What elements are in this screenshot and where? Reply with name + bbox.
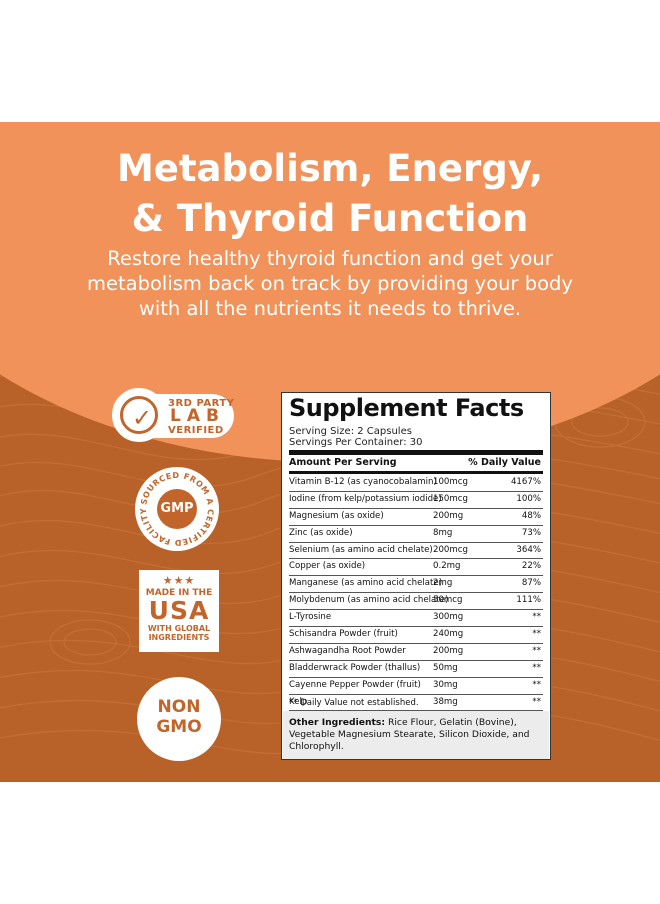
- gmo-badge-line-2: GMO: [156, 717, 202, 737]
- nutrient-daily-value: **: [532, 612, 541, 623]
- lab-badge-line-2: LAB: [170, 406, 225, 426]
- lab-badge-circle: ✓: [112, 388, 166, 442]
- lab-verified-badge: ✓ 3RD PARTY LAB VERIFIED: [112, 388, 240, 446]
- stars-icon: ★★★: [162, 574, 196, 587]
- nutrient-name: Ashwagandha Root Powder: [289, 645, 406, 656]
- servings-per-container: Servings Per Container: 30: [289, 437, 423, 448]
- nutrient-daily-value: **: [532, 679, 541, 690]
- facts-row: Bladderwrack Powder (thallus) 50mg **: [289, 661, 543, 678]
- supplement-facts-panel: Supplement Facts Serving Size: 2 Capsule…: [281, 392, 551, 760]
- nutrient-daily-value: 87%: [521, 578, 541, 589]
- usa-badge-line-3: WITH GLOBAL: [147, 624, 211, 633]
- headline-line-2: & Thyroid Function: [131, 197, 529, 240]
- nutrient-amount: 240mg: [433, 629, 464, 640]
- divider-mid: [289, 471, 543, 474]
- facts-row: Kelp 38mg **: [289, 695, 543, 712]
- nutrient-name: Vitamin B-12 (as cyanocobalamin): [289, 477, 437, 487]
- facts-row: Magnesium (as oxide) 200mg 48%: [289, 509, 543, 526]
- nutrient-name: Cayenne Pepper Powder (fruit): [289, 679, 421, 690]
- daily-value-header: % Daily Value: [468, 457, 541, 468]
- nutrient-daily-value: 364%: [516, 544, 541, 555]
- serving-info: Serving Size: 2 Capsules Servings Per Co…: [289, 426, 422, 448]
- nutrient-amount: 100mcg: [433, 477, 468, 487]
- nutrient-amount: 0.2mg: [433, 561, 461, 572]
- facts-row: Copper (as oxide) 0.2mg 22%: [289, 559, 543, 577]
- facts-row: Manganese (as amino acid chelate) 2mg 87%: [289, 576, 543, 594]
- nutrient-amount: 30mg: [433, 679, 458, 690]
- nutrient-daily-value: 100%: [516, 493, 541, 504]
- facts-row: Zinc (as oxide) 8mg 73%: [289, 526, 543, 543]
- facts-row: Vitamin B-12 (as cyanocobalamin) 100mcg 41…: [289, 475, 543, 492]
- nutrient-name: Kelp: [289, 696, 308, 707]
- nutrient-daily-value: 73%: [521, 527, 541, 538]
- gmp-core: GMP: [157, 489, 197, 529]
- nutrient-name: Selenium (as amino acid chelate): [289, 544, 433, 555]
- lab-badge-line-3: VERIFIED: [168, 425, 224, 436]
- serving-size: Serving Size: 2 Capsules: [289, 426, 412, 437]
- nutrient-amount: 200mcg: [433, 544, 468, 555]
- nutrient-amount: 150mcg: [433, 493, 468, 504]
- product-panel: Metabolism, Energy, & Thyroid Function R…: [0, 122, 660, 782]
- usa-badge-line-2: USA: [148, 596, 210, 625]
- nutrient-amount: 38mg: [433, 696, 458, 707]
- nutrient-name: Manganese (as amino acid chelate): [289, 578, 443, 589]
- other-ingredients: Other Ingredients: Rice Flour, Gelatin (…: [289, 717, 545, 753]
- usa-badge-line-4: INGREDIENTS: [148, 633, 210, 642]
- nutrient-amount: 50mg: [433, 662, 458, 673]
- nutrient-amount: 2mg: [433, 578, 453, 589]
- nutrient-daily-value: **: [532, 645, 541, 656]
- headline-line-1: Metabolism, Energy,: [116, 147, 544, 190]
- other-ingredients-box: Other Ingredients: Rice Flour, Gelatin (…: [283, 711, 549, 759]
- facts-row: Selenium (as amino acid chelate) 200mcg 36…: [289, 543, 543, 560]
- facts-row: L-Tyrosine 300mg **: [289, 610, 543, 628]
- footnote: ** Daily Value not established.: [289, 698, 419, 708]
- other-ingredients-text: Rice Flour, Gelatin (Bovine), Vegetable …: [289, 717, 530, 752]
- facts-header-row: Amount Per Serving % Daily Value: [289, 457, 543, 471]
- nutrient-name: L-Tyrosine: [289, 612, 332, 623]
- checkmark-icon: ✓: [132, 404, 153, 432]
- gmo-badge-line-1: NON: [157, 697, 201, 717]
- facts-row: Schisandra Powder (fruit) 240mg **: [289, 627, 543, 644]
- subheadline-line-2: metabolism back on track by providing yo…: [87, 272, 573, 295]
- nutrient-daily-value: 4167%: [510, 477, 541, 487]
- nutrient-name: Bladderwrack Powder (thallus): [289, 662, 421, 673]
- subheadline-line-1: Restore healthy thyroid function and get…: [107, 247, 553, 270]
- amount-header: Amount Per Serving: [289, 457, 397, 468]
- facts-rows: Vitamin B-12 (as cyanocobalamin) 100mcg 41…: [289, 475, 543, 715]
- subheadline-line-3: with all the nutrients it needs to thriv…: [138, 297, 522, 320]
- nutrient-amount: 50mcg: [433, 595, 463, 606]
- divider-thick: [289, 450, 543, 455]
- other-ingredients-label: Other Ingredients:: [289, 717, 386, 728]
- nutrient-amount: 8mg: [433, 527, 453, 538]
- nutrient-daily-value: **: [532, 696, 541, 707]
- nutrient-name: Molybdenum (as amino acid chelate): [289, 595, 449, 606]
- gmp-badge: SOURCED FROM A CERTIFIED FACILITY GMP: [135, 467, 219, 551]
- facts-title: Supplement Facts: [289, 394, 524, 422]
- nutrient-daily-value: 22%: [521, 561, 541, 572]
- nutrient-name: Iodine (from kelp/potassium iodide): [289, 493, 442, 504]
- non-gmo-badge: NON GMO: [137, 677, 221, 761]
- made-in-usa-badge: ★★★ MADE IN THE USA WITH GLOBAL INGREDIE…: [139, 570, 219, 652]
- nutrient-amount: 300mg: [433, 612, 464, 623]
- subheadline: Restore healthy thyroid function and get…: [60, 246, 600, 321]
- nutrient-amount: 200mg: [433, 510, 464, 521]
- lab-badge-ring: ✓: [120, 396, 158, 434]
- nutrient-name: Schisandra Powder (fruit): [289, 629, 398, 640]
- facts-row: Iodine (from kelp/potassium iodide) 150mc…: [289, 492, 543, 509]
- nutrient-daily-value: **: [532, 629, 541, 640]
- nutrient-daily-value: 111%: [516, 595, 541, 606]
- lab-badge-line-1: 3RD PARTY: [168, 398, 235, 409]
- nutrient-name: Magnesium (as oxide): [289, 510, 384, 521]
- headline: Metabolism, Energy, & Thyroid Function: [0, 144, 660, 244]
- nutrient-daily-value: 48%: [521, 510, 541, 521]
- nutrient-daily-value: **: [532, 662, 541, 673]
- nutrient-name: Zinc (as oxide): [289, 527, 353, 538]
- facts-row: Molybdenum (as amino acid chelate) 50mcg 1…: [289, 593, 543, 611]
- nutrient-amount: 200mg: [433, 645, 464, 656]
- nutrient-name: Copper (as oxide): [289, 561, 366, 572]
- facts-row: Cayenne Pepper Powder (fruit) 30mg **: [289, 678, 543, 695]
- usa-badge-line-1: MADE IN THE: [145, 588, 213, 598]
- facts-row: Ashwagandha Root Powder 200mg **: [289, 644, 543, 661]
